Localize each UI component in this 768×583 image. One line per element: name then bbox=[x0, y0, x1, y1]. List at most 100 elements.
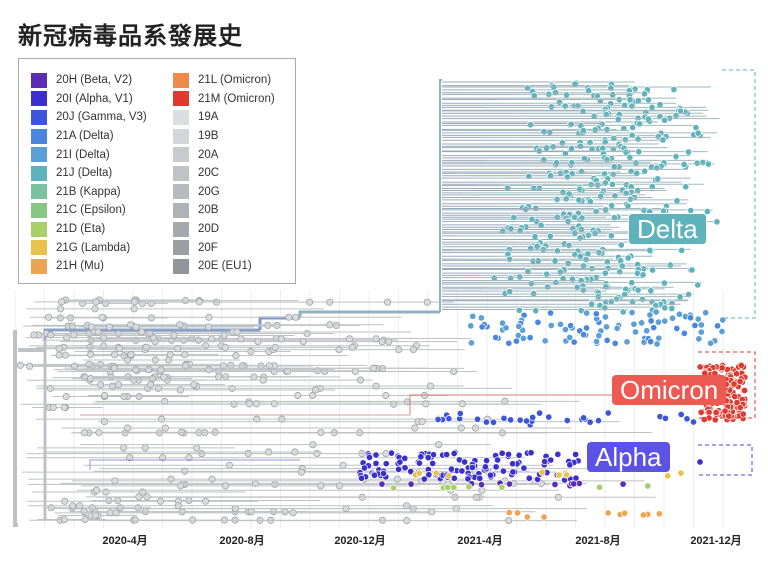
tip bbox=[385, 338, 393, 346]
tip bbox=[639, 271, 647, 279]
tip bbox=[515, 322, 523, 330]
tip bbox=[492, 463, 500, 471]
tip bbox=[143, 493, 151, 501]
tip bbox=[578, 214, 586, 222]
tip bbox=[607, 232, 615, 240]
tip bbox=[540, 513, 548, 521]
tip bbox=[607, 298, 615, 306]
tip bbox=[372, 459, 380, 467]
tip bbox=[562, 91, 571, 99]
tip bbox=[422, 400, 430, 408]
legend-item: 20G bbox=[173, 183, 275, 202]
tip bbox=[132, 366, 140, 374]
tip bbox=[644, 115, 652, 123]
tip bbox=[563, 173, 572, 181]
tip bbox=[357, 376, 365, 384]
legend-swatch bbox=[173, 165, 189, 181]
tip bbox=[509, 468, 517, 476]
tip bbox=[507, 274, 515, 282]
tip bbox=[56, 314, 64, 322]
tip bbox=[458, 400, 466, 408]
tip bbox=[621, 136, 629, 144]
legend-label: 20F bbox=[198, 241, 218, 254]
tip bbox=[650, 324, 658, 332]
tip bbox=[231, 516, 239, 524]
tip bbox=[425, 471, 433, 479]
tip bbox=[603, 336, 611, 344]
tip bbox=[712, 408, 720, 416]
tip bbox=[60, 515, 68, 524]
tip bbox=[281, 508, 289, 516]
legend-item: 20C bbox=[173, 164, 275, 183]
tip bbox=[638, 319, 646, 327]
tip bbox=[151, 356, 159, 364]
legend-label: 20C bbox=[198, 167, 220, 180]
legend-item: 20D bbox=[173, 220, 275, 239]
tip bbox=[292, 313, 300, 321]
tip bbox=[415, 469, 423, 477]
x-tick-label: 2020-4月 bbox=[102, 535, 148, 547]
tip bbox=[527, 449, 535, 457]
tip bbox=[190, 381, 198, 389]
tip bbox=[499, 467, 507, 475]
tip bbox=[423, 298, 431, 306]
legend-label: 21A (Delta) bbox=[56, 130, 114, 143]
tip bbox=[640, 90, 649, 98]
tip bbox=[730, 380, 738, 388]
tip bbox=[326, 298, 334, 306]
tip bbox=[689, 418, 698, 426]
tip bbox=[100, 418, 109, 426]
tip bbox=[510, 213, 518, 222]
tip bbox=[378, 338, 386, 346]
tip bbox=[694, 315, 702, 323]
annotation-omicron: Omicron bbox=[612, 375, 727, 405]
legend-item: 20H (Beta, V2) bbox=[31, 71, 147, 90]
tip bbox=[120, 444, 128, 452]
tip bbox=[407, 467, 415, 476]
tip bbox=[626, 96, 634, 104]
tip bbox=[643, 327, 651, 335]
annotation-alpha: Alpha bbox=[587, 442, 670, 472]
tip bbox=[608, 180, 617, 188]
tip bbox=[580, 414, 588, 422]
tip bbox=[313, 449, 321, 458]
tip bbox=[277, 335, 286, 343]
tip bbox=[718, 364, 726, 372]
tip bbox=[55, 351, 63, 359]
tip bbox=[61, 351, 69, 359]
legend-item: 21I (Delta) bbox=[31, 145, 147, 164]
tip bbox=[468, 463, 476, 471]
tip bbox=[566, 461, 574, 469]
tip bbox=[483, 457, 491, 465]
tip bbox=[124, 356, 132, 364]
legend-swatch bbox=[31, 109, 47, 125]
tip bbox=[579, 286, 587, 294]
tip bbox=[450, 483, 458, 491]
tip bbox=[586, 418, 594, 426]
tip bbox=[156, 497, 165, 505]
tip bbox=[252, 400, 260, 408]
tip bbox=[492, 333, 500, 342]
tip bbox=[432, 469, 440, 477]
legend-item: 19A bbox=[173, 108, 275, 127]
tip bbox=[551, 257, 559, 265]
tip bbox=[132, 323, 140, 331]
tip bbox=[411, 424, 419, 432]
tip bbox=[549, 143, 557, 151]
tip bbox=[335, 346, 343, 354]
tip bbox=[270, 400, 278, 408]
tip bbox=[127, 351, 135, 359]
tip bbox=[519, 334, 527, 342]
tip bbox=[623, 338, 631, 346]
tip bbox=[112, 509, 120, 517]
tip bbox=[181, 467, 189, 475]
legend-item: 19B bbox=[173, 127, 275, 146]
tip bbox=[70, 331, 78, 339]
legend-item: 20I (Alpha, V1) bbox=[31, 90, 147, 109]
tip bbox=[407, 480, 415, 488]
tip bbox=[568, 159, 576, 167]
tip bbox=[541, 337, 549, 345]
tip bbox=[379, 469, 388, 478]
legend-label: 21J (Delta) bbox=[56, 167, 113, 180]
tip bbox=[161, 424, 169, 432]
